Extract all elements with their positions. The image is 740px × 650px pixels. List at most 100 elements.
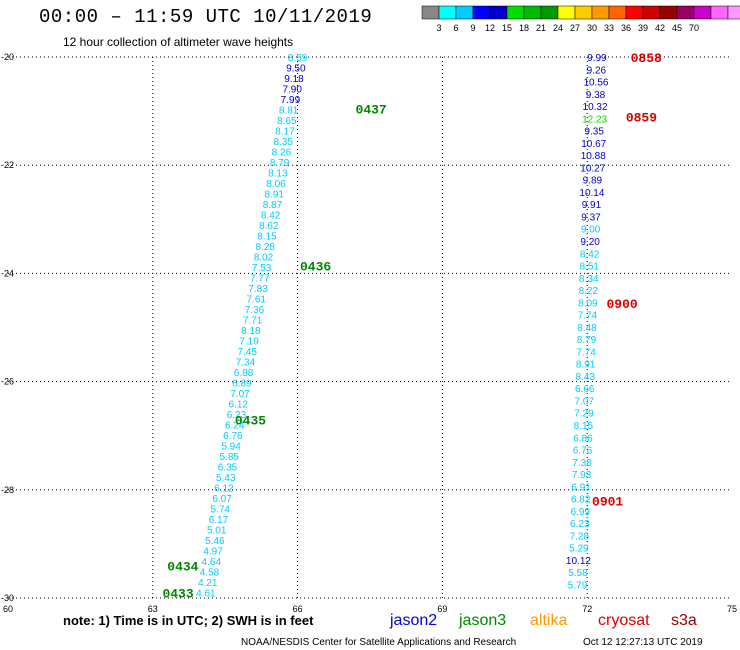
swh-value-cryosat: 8.06: [266, 179, 286, 190]
chart-subtitle: 12 hour collection of altimeter wave hei…: [63, 35, 294, 49]
swh-value-cryosat: 8.91: [264, 190, 284, 201]
swh-value-s3a: 7.74: [578, 311, 598, 322]
swh-value-s3a: 8.79: [577, 335, 597, 346]
swh-value-cryosat: 8.13: [268, 169, 288, 180]
colorbar-label: 45: [672, 23, 682, 33]
swh-value-s3a: 9.20: [580, 237, 600, 248]
pass-time-label: 0901: [592, 495, 623, 510]
swh-value-s3a: 10.56: [583, 78, 608, 89]
swh-value-s3a: 7.28: [570, 531, 590, 542]
colorbar-swatch: [676, 5, 695, 20]
swh-value-s3a: 6.99: [571, 507, 591, 518]
swh-value-s3a: 9.00: [581, 225, 601, 236]
swh-value-s3a: 10.32: [583, 102, 608, 113]
colorbar-swatch: [659, 5, 678, 20]
swh-value-cryosat: 5.85: [220, 452, 240, 463]
colorbar-label: 12: [485, 23, 495, 33]
colorbar-swatch: [506, 5, 525, 20]
colorbar-label: 21: [536, 23, 546, 33]
colorbar-swatch: [455, 5, 474, 20]
pass-time-label: 0859: [626, 111, 657, 126]
swh-value-cryosat: 7.07: [230, 389, 250, 400]
y-tick-label: -30: [1, 593, 14, 603]
x-tick-label: 72: [582, 604, 592, 614]
swh-value-cryosat: 4.58: [200, 568, 220, 579]
swh-value-s3a: 8.34: [579, 274, 599, 285]
pass-time-label: 0900: [607, 297, 638, 312]
swh-value-s3a: 6.23: [570, 519, 590, 530]
colorbar-swatch: [642, 5, 661, 20]
swh-value-s3a: 7.07: [575, 396, 595, 407]
swh-value-cryosat: 7.61: [247, 295, 267, 306]
swh-value-cryosat: 5.43: [216, 473, 236, 484]
swh-value-cryosat: 4.97: [203, 547, 223, 558]
swh-value-s3a: 10.88: [581, 151, 606, 162]
swh-value-s3a: 10.14: [579, 188, 604, 199]
colorbar-swatch: [523, 5, 542, 20]
swh-value-s3a: 6.91: [571, 482, 591, 493]
colorbar-label: 39: [638, 23, 648, 33]
swh-value-cryosat: 7.90: [282, 85, 302, 96]
x-tick-label: 63: [148, 604, 158, 614]
swh-value-s3a: 7.93: [572, 470, 592, 481]
colorbar-swatch: [438, 5, 457, 20]
swh-value-s3a: 9.26: [587, 65, 607, 76]
swh-value-cryosat: 6.76: [223, 431, 243, 442]
swh-value-s3a: 6.66: [575, 384, 595, 395]
swh-value-s3a: 8.91: [576, 360, 596, 371]
swh-value-s3a: 10.67: [581, 139, 606, 150]
swh-value-s3a: 7.38: [572, 458, 592, 469]
swh-value-s3a: 6.76: [573, 446, 593, 457]
swh-value-s3a: 6.82: [571, 495, 591, 506]
swh-value-s3a: 8.22: [579, 286, 599, 297]
swh-value-cryosat: 6.24: [225, 421, 245, 432]
swh-value-s3a: 9.91: [582, 200, 602, 211]
colorbar-label: 18: [519, 23, 529, 33]
swh-value-s3a: 9.38: [586, 90, 606, 101]
colorbar-swatch: [472, 5, 491, 20]
y-tick-label: -24: [1, 268, 14, 278]
swh-value-s3a: 8.09: [578, 298, 598, 309]
swh-value-cryosat: 6.12: [229, 400, 249, 411]
colorbar-swatch: [625, 5, 644, 20]
colorbar-label: 30: [587, 23, 597, 33]
pass-time-label: 0437: [356, 102, 387, 117]
swh-value-cryosat: 7.36: [245, 305, 265, 316]
swh-value-cryosat: 5.46: [205, 536, 225, 547]
swh-value-s3a: 8.48: [577, 323, 597, 334]
chart-title: 00:00 – 11:59 UTC 10/11/2019: [39, 6, 373, 28]
swh-value-s3a: 5.29: [569, 544, 589, 555]
x-tick-label: 60: [3, 604, 13, 614]
swh-value-s3a: 9.37: [581, 212, 601, 223]
swh-value-cryosat: 8.28: [255, 242, 275, 253]
swh-value-cryosat: 5.01: [207, 526, 227, 537]
swh-value-cryosat: 4.64: [202, 557, 222, 568]
pass-time-label: 0433: [162, 587, 193, 602]
swh-value-cryosat: 7.99: [281, 95, 301, 106]
y-tick-label: -26: [1, 377, 14, 387]
colorbar-label: 6: [453, 23, 458, 33]
swh-value-cryosat: 6.89: [232, 379, 252, 390]
pass-time-label: 0858: [631, 51, 662, 66]
swh-value-cryosat: 7.19: [239, 337, 259, 348]
swh-value-cryosat: 8.65: [277, 116, 297, 127]
swh-value-cryosat: 8.42: [261, 211, 281, 222]
swh-value-cryosat: 8.18: [241, 326, 261, 337]
x-tick-label: 75: [727, 604, 737, 614]
swh-value-cryosat: 9.50: [286, 64, 306, 75]
swh-value-cryosat: 6.17: [209, 515, 229, 526]
swh-value-cryosat: 5.94: [221, 442, 241, 453]
swh-value-cryosat: 5.74: [211, 505, 231, 516]
swh-value-cryosat: 6.07: [212, 494, 232, 505]
pass-time-label: 0436: [300, 259, 331, 274]
swh-value-s3a: 8.51: [579, 262, 599, 273]
colorbar-label: 27: [570, 23, 580, 33]
swh-value-cryosat: 9.18: [284, 74, 304, 85]
colorbar-label: 70: [689, 23, 699, 33]
pass-time-label: 0434: [167, 560, 198, 575]
colorbar-swatch: [727, 5, 740, 20]
swh-value-cryosat: 8.35: [273, 137, 293, 148]
swh-value-s3a: 9.89: [583, 176, 603, 187]
colorbar-swatch: [421, 5, 440, 20]
colorbar-label: 3: [436, 23, 441, 33]
